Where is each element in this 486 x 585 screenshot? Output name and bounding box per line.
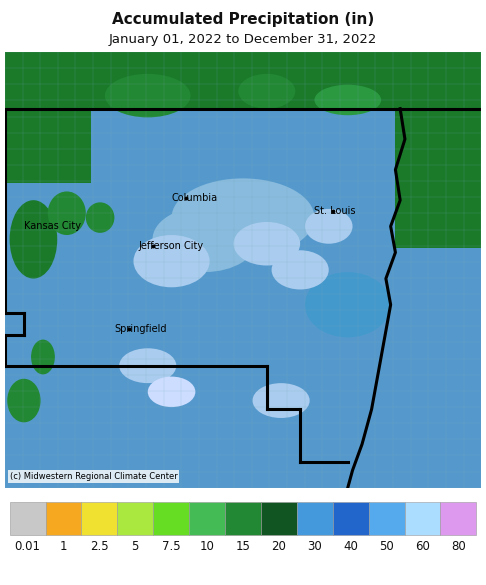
Bar <box>261 502 297 535</box>
Text: 30: 30 <box>308 540 322 553</box>
Text: Columbia: Columbia <box>172 193 218 203</box>
Ellipse shape <box>105 74 191 118</box>
Text: (c) Midwestern Regional Climate Center: (c) Midwestern Regional Climate Center <box>10 472 177 481</box>
Ellipse shape <box>314 85 381 115</box>
Ellipse shape <box>7 378 40 422</box>
Text: 40: 40 <box>343 540 358 553</box>
Text: 7.5: 7.5 <box>162 540 180 553</box>
Ellipse shape <box>148 377 195 407</box>
Text: Springfield: Springfield <box>114 324 167 333</box>
Bar <box>404 502 440 535</box>
Ellipse shape <box>305 272 391 338</box>
Bar <box>10 502 46 535</box>
Text: January 01, 2022 to December 31, 2022: January 01, 2022 to December 31, 2022 <box>109 33 377 46</box>
Ellipse shape <box>119 348 176 383</box>
Bar <box>440 502 476 535</box>
Ellipse shape <box>48 191 86 235</box>
Text: 0.01: 0.01 <box>15 540 40 553</box>
Ellipse shape <box>10 200 57 278</box>
Text: 60: 60 <box>415 540 430 553</box>
Ellipse shape <box>86 202 114 233</box>
Ellipse shape <box>238 74 295 109</box>
Bar <box>46 502 82 535</box>
Ellipse shape <box>172 178 314 257</box>
Ellipse shape <box>153 207 257 272</box>
Bar <box>396 109 481 248</box>
Text: St. Louis: St. Louis <box>314 206 356 216</box>
Ellipse shape <box>233 222 300 266</box>
Bar <box>333 502 369 535</box>
Text: 80: 80 <box>451 540 466 553</box>
Bar <box>5 52 481 109</box>
Ellipse shape <box>134 235 209 287</box>
Text: Accumulated Precipitation (in): Accumulated Precipitation (in) <box>112 12 374 27</box>
Text: Kansas City: Kansas City <box>24 221 81 231</box>
Bar <box>369 502 404 535</box>
Text: 2.5: 2.5 <box>90 540 109 553</box>
Text: 1: 1 <box>60 540 67 553</box>
Bar <box>82 502 117 535</box>
Text: 50: 50 <box>379 540 394 553</box>
Ellipse shape <box>272 250 329 290</box>
Bar <box>297 502 333 535</box>
Bar <box>225 502 261 535</box>
Bar <box>189 502 225 535</box>
Text: 10: 10 <box>200 540 214 553</box>
Bar <box>153 502 189 535</box>
Text: Jefferson City: Jefferson City <box>138 241 203 251</box>
Ellipse shape <box>305 209 352 244</box>
Ellipse shape <box>253 383 310 418</box>
Ellipse shape <box>31 339 55 374</box>
Ellipse shape <box>396 130 452 218</box>
Bar <box>117 502 153 535</box>
Text: 5: 5 <box>132 540 139 553</box>
Text: 20: 20 <box>272 540 286 553</box>
Bar <box>5 109 90 183</box>
Text: 15: 15 <box>236 540 250 553</box>
